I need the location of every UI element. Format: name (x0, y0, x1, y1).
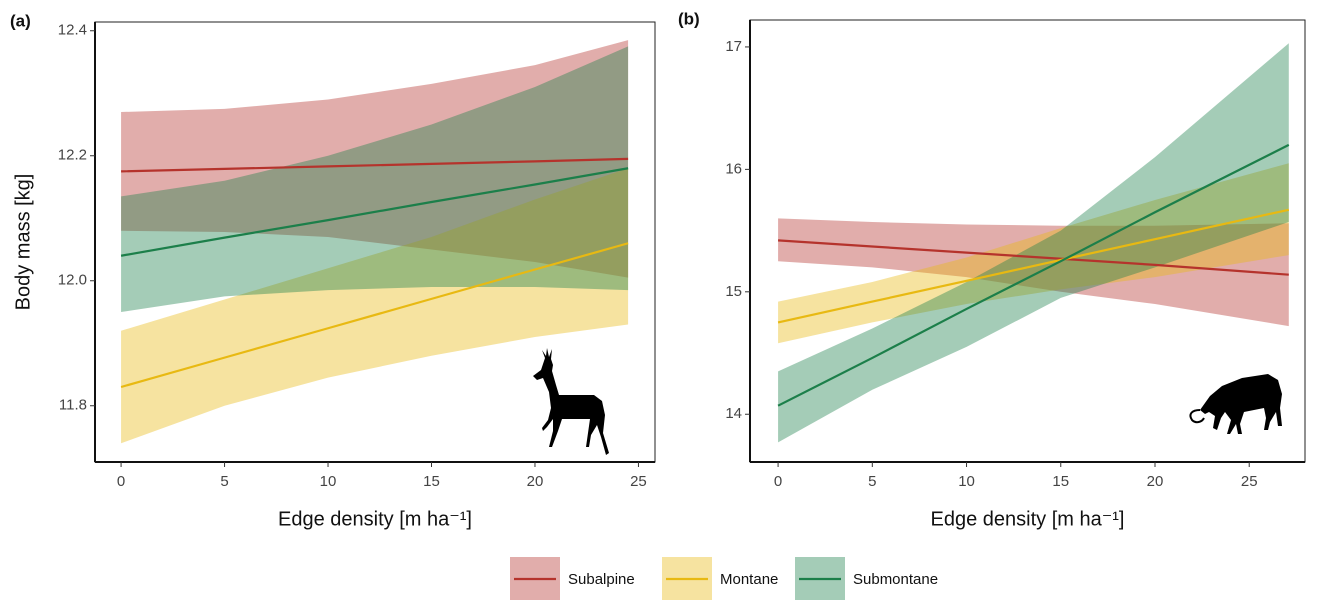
x-tick-label: 25 (1241, 473, 1258, 490)
confidence-band (121, 40, 629, 278)
y-tick-label: 12.2 (58, 147, 87, 164)
trend-line (777, 143, 1290, 407)
x-axis-label: Edge density [m ha⁻¹] (931, 508, 1125, 530)
x-tick-label: 0 (117, 473, 125, 490)
chamois-silhouette (1189, 374, 1282, 434)
panel-label: (a) (10, 11, 31, 30)
legend-label: Submontane (853, 571, 938, 588)
legend-label: Montane (720, 571, 778, 588)
confidence-band (778, 218, 1289, 327)
x-tick-label: 15 (423, 473, 440, 490)
trend-line (778, 239, 1289, 276)
y-tick-label: 16 (725, 160, 742, 177)
confidence-band (121, 46, 629, 312)
x-tick-label: 20 (527, 473, 544, 490)
y-tick-label: 12.0 (58, 272, 87, 289)
confidence-band (778, 43, 1289, 443)
x-tick-label: 15 (1052, 473, 1069, 490)
x-tick-label: 5 (868, 473, 876, 490)
x-tick-label: 10 (958, 473, 975, 490)
y-tick-label: 14 (725, 405, 742, 422)
trend-line (120, 167, 629, 257)
panel-label: (b) (678, 9, 700, 28)
x-tick-label: 25 (630, 473, 647, 490)
y-axis-label: Body mass [kg] (12, 174, 34, 311)
legend-label: Subalpine (568, 571, 635, 588)
trend-line (777, 208, 1290, 324)
charts: (a) 11.8 12.0 12.2 12.4 0 5 10 15 20 25 Edge densit… (10, 9, 1306, 600)
x-axis-label: Edge density [m ha⁻¹] (278, 508, 472, 530)
y-tick-label: 11.8 (59, 397, 87, 414)
roe-deer-silhouette (533, 348, 609, 455)
x-tick-label: 10 (320, 473, 337, 490)
trend-line (121, 157, 629, 173)
y-tick-label: 15 (725, 283, 742, 300)
x-tick-label: 20 (1147, 473, 1164, 490)
y-tick-label: 17 (725, 38, 742, 55)
trend-line (120, 242, 629, 389)
x-tick-label: 5 (220, 473, 228, 490)
y-tick-label: 12.4 (58, 22, 87, 39)
confidence-band (121, 168, 629, 444)
x-tick-label: 0 (774, 473, 782, 490)
